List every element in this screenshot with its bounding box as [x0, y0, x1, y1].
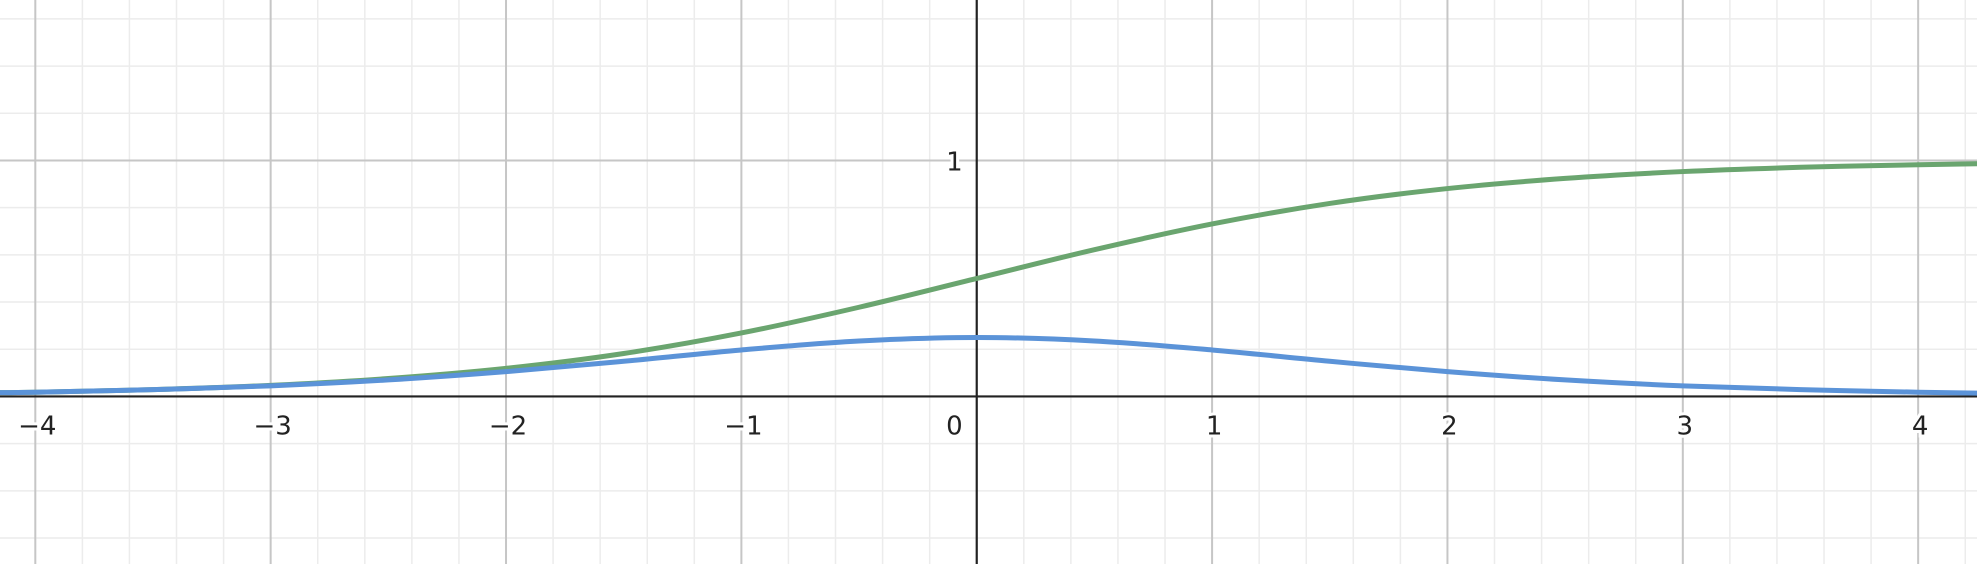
x-tick-label: 0 — [946, 411, 963, 441]
series-curves — [0, 161, 1977, 396]
x-tick-label: −2 — [489, 411, 527, 441]
x-tick-label: 3 — [1677, 411, 1694, 441]
series-curve-1 — [0, 161, 1977, 396]
tick-labels: −4 −3 −2 −1 0 1 2 3 4 1 — [15, 144, 1931, 444]
x-tick-label: −1 — [724, 411, 762, 441]
x-tick-label: −3 — [253, 411, 291, 441]
x-tick-label: 4 — [1912, 411, 1929, 441]
x-tick-label: 1 — [1206, 411, 1223, 441]
x-tick-label: −4 — [18, 411, 56, 441]
series-curve-2 — [0, 334, 1977, 396]
y-tick-label: 1 — [946, 147, 963, 177]
x-tick-label: 2 — [1441, 411, 1458, 441]
